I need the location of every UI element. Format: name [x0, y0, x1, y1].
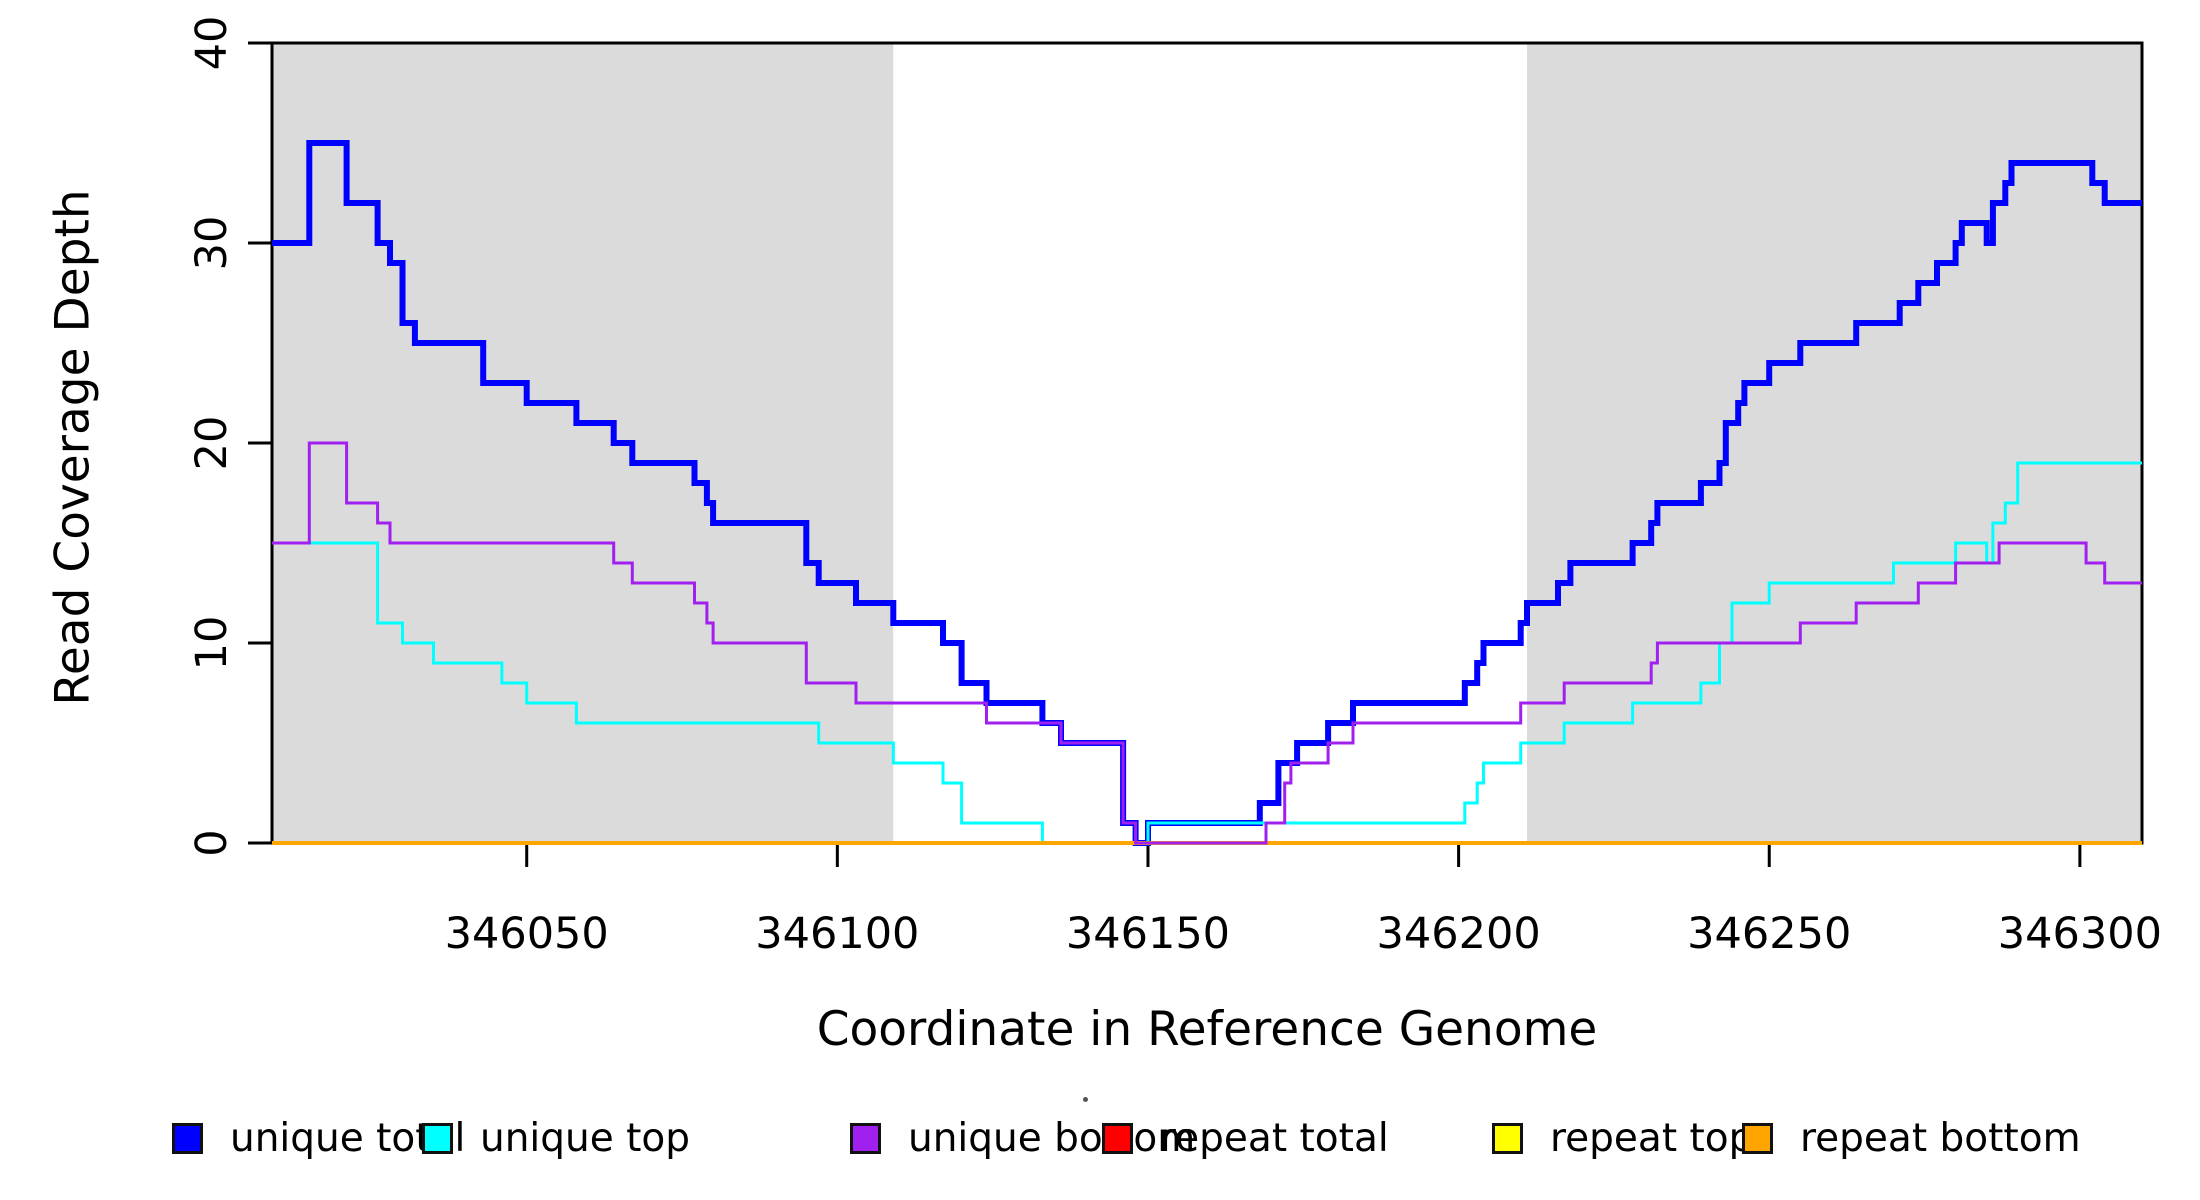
y-tick-label: 30: [187, 216, 237, 271]
x-tick-label: 346100: [755, 909, 919, 959]
series-line-unique-top: [272, 461, 2142, 845]
x-tick-label: 346250: [1687, 909, 1851, 959]
x-tick-label: 346150: [1066, 909, 1230, 959]
x-tick-label: 346300: [1998, 909, 2162, 959]
stray-dot-artifact: [1083, 1097, 1088, 1102]
shaded-region: [272, 43, 894, 843]
shaded-region: [1526, 43, 2142, 843]
y-tick-label: 40: [187, 16, 237, 71]
y-tick-label: 0: [187, 829, 237, 856]
y-tick-label: 20: [187, 416, 237, 471]
series-line-unique-bottom: [272, 441, 2142, 845]
x-tick-label: 346200: [1377, 909, 1541, 959]
x-axis-title: Coordinate in Reference Genome: [816, 1002, 1598, 1057]
y-axis-title: Read Coverage Depth: [45, 189, 101, 706]
x-tick-label: 346050: [445, 909, 609, 959]
y-tick-label: 10: [187, 616, 237, 671]
series-line-unique-total: [272, 140, 2142, 846]
